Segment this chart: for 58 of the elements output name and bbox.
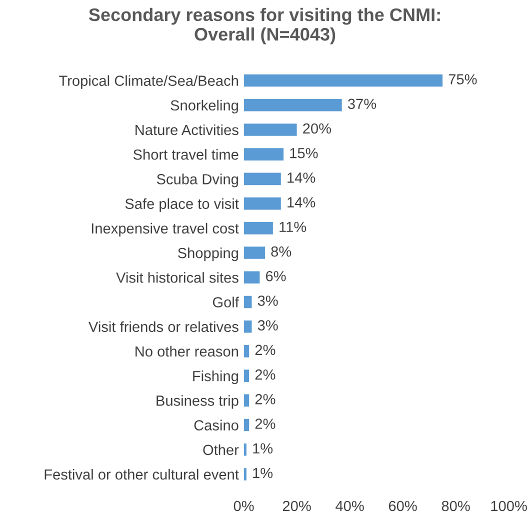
bar [244,246,265,259]
data-label: 15% [290,148,318,158]
bar [244,197,281,210]
y-tick-label: Safe place to visit [125,198,239,212]
data-label: 14% [288,172,316,183]
bar [244,124,297,136]
y-tick-label: No other reason [136,346,238,357]
y-tick-label: Other [203,444,239,456]
y-tick-label: Nature Activities [136,124,238,136]
data-label: 1% [253,443,273,454]
bar [244,296,252,308]
bar [244,418,250,432]
y-tick-label: Festival or other cultural event [44,468,239,480]
y-tick-label: Tropical Climate/Sea/Beach [59,75,238,89]
x-tick-label: 0% [234,500,254,512]
data-label: 3% [258,320,278,331]
data-label: 3% [258,296,278,306]
data-label: 75% [448,74,477,84]
y-tick-label: Visit historical sites [116,272,238,283]
bar [244,320,252,333]
data-label: 11% [280,222,306,232]
y-tick-label: Golf [212,296,239,308]
bar [244,443,246,456]
data-label: 20% [303,123,332,134]
data-label: 14% [288,197,316,208]
data-label: 8% [271,246,292,257]
bar [244,370,250,382]
y-tick-label: Scuba Dving [156,174,238,188]
data-label: 2% [255,394,276,404]
data-label: 2% [255,418,276,429]
y-tick-label: Casino [194,420,238,430]
bar [244,148,284,160]
x-tick-label: 60% [388,500,417,512]
x-tick-label: 20% [282,500,311,512]
data-label: 2% [255,369,276,380]
bar [244,394,250,407]
chart-title: Secondary reasons for visiting the CNMI: Overall (N=4043) [88,8,440,44]
y-tick-label: Inexpensive travel cost [92,222,239,236]
data-label: 2% [255,344,276,356]
data-label: 1% [253,468,273,478]
bar [244,345,250,358]
bar [244,98,342,112]
y-tick-label: Shopping [178,247,238,262]
data-label: 6% [266,270,286,282]
y-tick-label: Snorkeling [170,100,238,114]
x-tick-label: 40% [336,500,364,512]
y-tick-label: Business trip [156,395,238,409]
bar [244,74,443,87]
y-tick-label: Visit friends or relatives [88,321,238,332]
data-label: 37% [348,98,376,110]
y-tick-label: Fishing [193,370,238,384]
x-tick-label: 100% [491,500,527,512]
bar [244,271,260,284]
bar [244,172,281,186]
x-tick-label: 80% [442,500,470,512]
bar [244,468,246,480]
bar [244,222,273,234]
y-tick-label: Short travel time [133,149,238,160]
